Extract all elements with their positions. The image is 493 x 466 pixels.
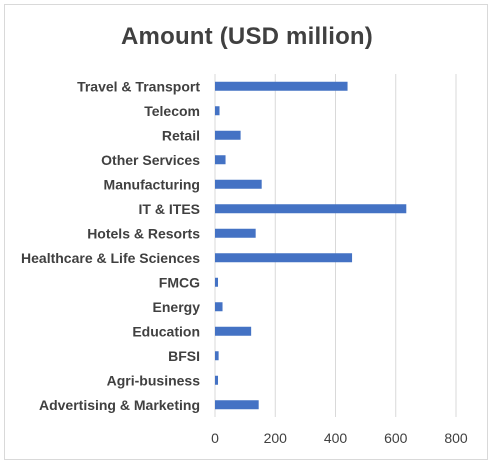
bar-hotels-and-resorts [215,228,256,238]
x-tick-label-600: 600 [384,430,408,446]
category-label-advertising-and-marketing: Advertising & Marketing [39,397,200,413]
category-label-retail: Retail [162,127,200,143]
category-label-education: Education [132,323,200,339]
category-label-agri-business: Agri-business [107,372,201,388]
x-tick-label-800: 800 [444,430,468,446]
bar-agri-business [215,375,219,385]
category-label-travel-and-transport: Travel & Transport [77,78,200,94]
bar-travel-and-transport [215,81,348,91]
gridlines [214,74,457,417]
bar-manufacturing [215,179,262,189]
bar-it-and-ites [215,204,407,214]
category-label-manufacturing: Manufacturing [104,176,200,192]
category-label-fmcg: FMCG [159,274,200,290]
category-label-telecom: Telecom [144,103,200,119]
category-label-healthcare-and-life-sciences: Healthcare & Life Sciences [21,250,200,266]
bar-fmcg [215,277,219,287]
bar-healthcare-and-life-sciences [215,253,353,263]
x-tick-labels: 0 200 400 600 800 [211,430,468,446]
category-label-energy: Energy [153,299,201,315]
bar-advertising-and-marketing [215,400,259,410]
category-labels: Travel & Transport Telecom Retail Other Ser… [21,78,200,413]
chart-title: Amount (USD million) [121,23,373,50]
bar-retail [215,130,241,140]
category-label-other-services: Other Services [101,152,200,168]
category-label-bfsi: BFSI [168,348,200,364]
bar-telecom [215,106,220,116]
bar-other-services [215,155,226,165]
bar-education [215,326,252,336]
x-tick-label-400: 400 [324,430,348,446]
x-tick-label-0: 0 [211,430,219,446]
bars [215,81,407,410]
bar-bfsi [215,351,219,361]
category-label-hotels-and-resorts: Hotels & Resorts [87,225,200,241]
category-label-it-and-ites: IT & ITES [139,201,200,217]
bar-energy [215,302,223,312]
x-tick-label-200: 200 [264,430,288,446]
